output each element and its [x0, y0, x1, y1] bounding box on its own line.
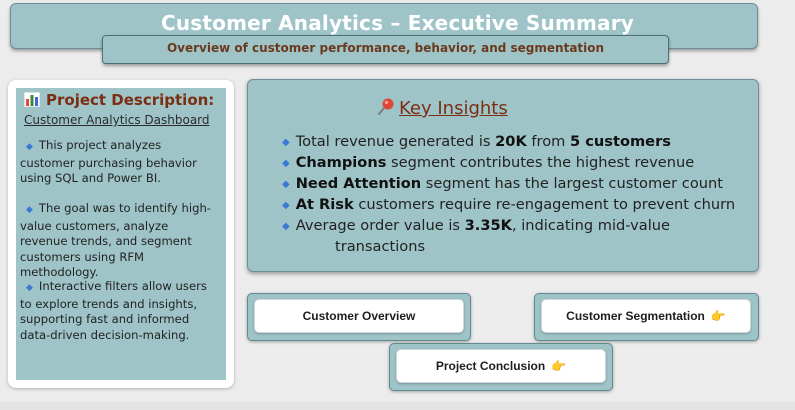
insight-item-1: ◆ Total revenue generated is 20K from 5 c…: [282, 133, 671, 150]
description-paragraph-2: ◆ The goal was to identify high-value cus…: [20, 201, 211, 279]
pushpin-icon: [376, 97, 396, 122]
key-insights-panel: [247, 79, 759, 272]
bar-chart-icon: [23, 91, 41, 111]
diamond-bullet-icon: ◆: [26, 283, 33, 293]
project-description-label: Project Description:: [46, 91, 215, 109]
diamond-bullet-icon: ◆: [26, 205, 33, 215]
project-description-title: Project Description:: [23, 91, 215, 111]
insight-item-5: ◆ Average order value is 3.35K, indicatin…: [282, 217, 671, 234]
pointing-hand-icon: 👉: [551, 359, 567, 373]
diamond-bullet-icon: ◆: [282, 221, 290, 232]
customer-segmentation-button[interactable]: Customer Segmentation 👉: [541, 299, 751, 333]
project-description-inner: [16, 88, 226, 380]
customer-overview-button[interactable]: Customer Overview: [254, 299, 464, 333]
subtitle-banner: [102, 35, 669, 64]
page-subtitle: Overview of customer performance, behavi…: [166, 41, 605, 55]
diamond-bullet-icon: ◆: [26, 142, 33, 152]
bottom-divider: [0, 402, 795, 410]
insight-item-5-continuation: transactions: [335, 238, 426, 255]
description-paragraph-1: ◆ This project analyzes customer purchasi…: [20, 138, 197, 185]
project-conclusion-button[interactable]: Project Conclusion 👉: [396, 349, 606, 383]
pointing-hand-icon: 👉: [710, 309, 726, 323]
description-paragraph-3: ◆ Interactive filters allow users to expl…: [20, 279, 207, 342]
diamond-bullet-icon: ◆: [282, 158, 290, 169]
insight-item-3: ◆ Need Attention segment has the largest …: [282, 175, 723, 192]
project-description-subtitle: Customer Analytics Dashboard: [24, 113, 210, 127]
project-description-panel: Project Description: Customer Analytics …: [8, 80, 234, 388]
diamond-bullet-icon: ◆: [282, 200, 290, 211]
diamond-bullet-icon: ◆: [282, 179, 290, 190]
diamond-bullet-icon: ◆: [282, 137, 290, 148]
insight-item-4: ◆ At Risk customers require re-engagement…: [282, 196, 736, 213]
key-insights-title: Key Insights: [376, 97, 508, 122]
page-title: Customer Analytics – Executive Summary: [160, 11, 635, 35]
insight-item-2: ◆ Champions segment contributes the highe…: [282, 154, 695, 171]
